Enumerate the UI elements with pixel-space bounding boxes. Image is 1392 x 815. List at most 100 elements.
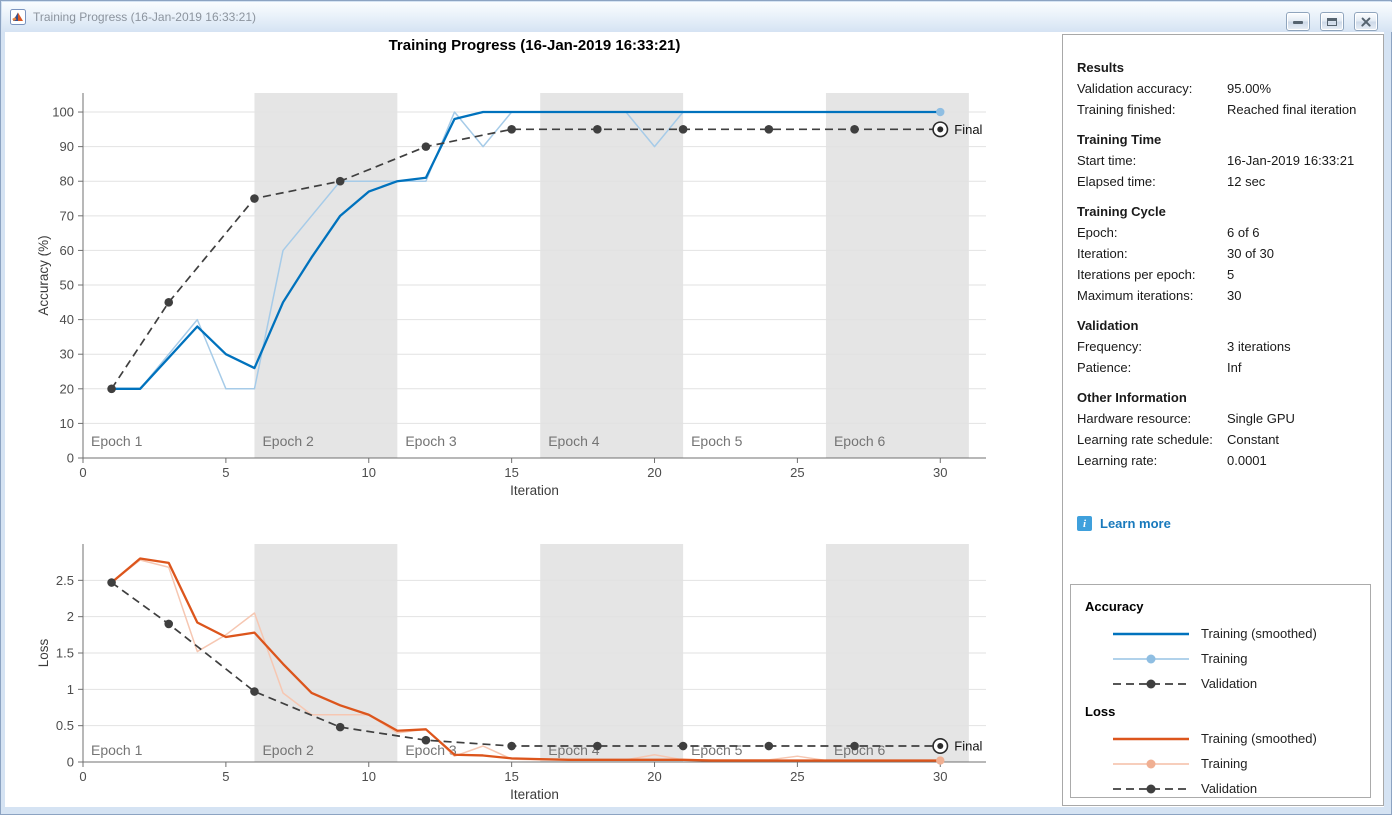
legend-item-label: Validation (1201, 781, 1258, 796)
final-marker-label: Final (954, 739, 982, 754)
info-label: Maximum iterations: (1077, 288, 1194, 303)
info-value: 30 (1227, 288, 1242, 303)
legend-item-label: Training (1201, 651, 1248, 666)
info-row: Iterations per epoch: 5 (1077, 264, 1373, 285)
training-progress-charts: Epoch 1 Epoch 2 Epoch 3 Epoch 4 Epoch 5 Epoch… (36, 93, 986, 802)
validation-marker (678, 741, 688, 751)
minimize-button[interactable] (1286, 12, 1310, 31)
info-label: Learning rate schedule: (1077, 432, 1213, 447)
legend-line-sample (1113, 737, 1189, 740)
y-tick-label: 80 (60, 174, 74, 189)
x-tick-label: 25 (790, 465, 804, 480)
validation-marker (164, 298, 174, 307)
info-label: Epoch: (1077, 225, 1118, 240)
section-heading: Results (1077, 60, 1124, 75)
validation-marker (678, 125, 688, 134)
validation-marker (507, 741, 516, 751)
info-label: Iterations per epoch: (1077, 267, 1196, 282)
legend-item: Training (smoothed) (1085, 621, 1370, 646)
y-tick-label: 60 (60, 243, 74, 258)
validation-marker (335, 722, 345, 732)
epoch-band (540, 93, 684, 458)
learn-more-label: Learn more (1100, 516, 1171, 531)
epoch-label: Epoch 6 (834, 433, 886, 449)
legend-item: Validation (1085, 671, 1370, 696)
info-row: Learning rate: 0.0001 (1077, 450, 1373, 471)
info-value: 3 iterations (1227, 339, 1291, 354)
legend-item-label: Training (smoothed) (1201, 626, 1317, 641)
info-row: Iteration: 30 of 30 (1077, 243, 1373, 264)
info-label: Learning rate: (1077, 453, 1158, 468)
legend-item-label: Training (smoothed) (1201, 731, 1317, 746)
epoch-label: Epoch 3 (405, 433, 457, 449)
validation-marker (593, 125, 602, 134)
epoch-label: Epoch 1 (91, 742, 143, 758)
x-tick-label: 5 (222, 769, 229, 784)
info-icon: i (1077, 516, 1092, 531)
close-button[interactable] (1354, 12, 1378, 31)
info-label: Start time: (1077, 153, 1137, 168)
learn-more-link[interactable]: i Learn more (1077, 516, 1171, 531)
y-tick-label: 40 (60, 312, 74, 327)
info-row: Elapsed time: 12 sec (1077, 171, 1373, 192)
x-axis-label: Iteration (510, 787, 559, 802)
validation-marker (507, 125, 516, 134)
series-training-raw (111, 559, 941, 762)
section-heading: Training Time (1077, 132, 1162, 147)
legend-item-label: Validation (1201, 676, 1258, 691)
y-tick-label: 1 (67, 682, 74, 697)
validation-marker (764, 125, 774, 134)
x-tick-label: 20 (647, 769, 661, 784)
validation-marker (850, 125, 859, 134)
x-tick-label: 10 (362, 465, 376, 480)
final-marker-label: Final (954, 122, 982, 137)
info-label: Elapsed time: (1077, 174, 1156, 189)
x-tick-label: 0 (79, 769, 86, 784)
y-tick-label: 0 (67, 755, 74, 770)
info-label: Hardware resource: (1077, 411, 1192, 426)
legend-item: Training (1085, 751, 1370, 776)
info-value: Single GPU (1227, 411, 1295, 426)
training-end-marker (936, 107, 945, 117)
validation-marker (107, 384, 116, 394)
info-value: 12 sec (1227, 174, 1266, 189)
legend-line-sample (1113, 679, 1189, 688)
x-tick-label: 15 (504, 465, 518, 480)
info-row: Epoch: 6 of 6 (1077, 222, 1373, 243)
validation-marker (107, 578, 116, 587)
info-label: Validation accuracy: (1077, 81, 1193, 96)
epoch-label: Epoch 5 (691, 742, 743, 758)
section-heading: Validation (1077, 318, 1139, 333)
info-value: 30 of 30 (1227, 246, 1274, 261)
series-validation (110, 128, 941, 390)
info-row: Validation accuracy: 95.00% (1077, 78, 1373, 99)
validation-marker (421, 142, 431, 151)
maximize-button[interactable] (1320, 12, 1344, 31)
y-tick-label: 100 (52, 105, 74, 120)
final-marker-dot (937, 126, 944, 133)
legend-group-title: Accuracy (1085, 599, 1144, 614)
info-value: 5 (1227, 267, 1235, 282)
info-label: Training finished: (1077, 102, 1176, 117)
results-panel: Results Validation accuracy: 95.00% Trainin… (1062, 34, 1384, 806)
y-tick-label: 50 (60, 278, 74, 293)
chart-loss: Epoch 1 Epoch 2 Epoch 3 Epoch 4 Epoch 5 Epoch… (36, 544, 986, 802)
info-value: Inf (1227, 360, 1242, 375)
epoch-band (825, 93, 969, 458)
y-tick-label: 2.5 (56, 573, 74, 588)
figure-title: Training Progress (16-Jan-2019 16:33:21) (388, 37, 681, 54)
maximize-icon (1327, 18, 1337, 26)
y-tick-label: 30 (60, 347, 74, 362)
info-value: 0.0001 (1227, 453, 1267, 468)
validation-marker (421, 735, 431, 745)
x-tick-label: 20 (647, 465, 661, 480)
x-tick-label: 30 (933, 769, 947, 784)
validation-marker (764, 741, 774, 751)
epoch-label: Epoch 5 (691, 433, 743, 449)
info-row: Start time: 16-Jan-2019 16:33:21 (1077, 150, 1373, 171)
epoch-label: Epoch 6 (834, 742, 886, 758)
matlab-app-icon (10, 9, 26, 25)
y-axis-label: Loss (36, 638, 51, 667)
y-tick-label: 10 (60, 416, 74, 431)
validation-marker (335, 176, 345, 186)
